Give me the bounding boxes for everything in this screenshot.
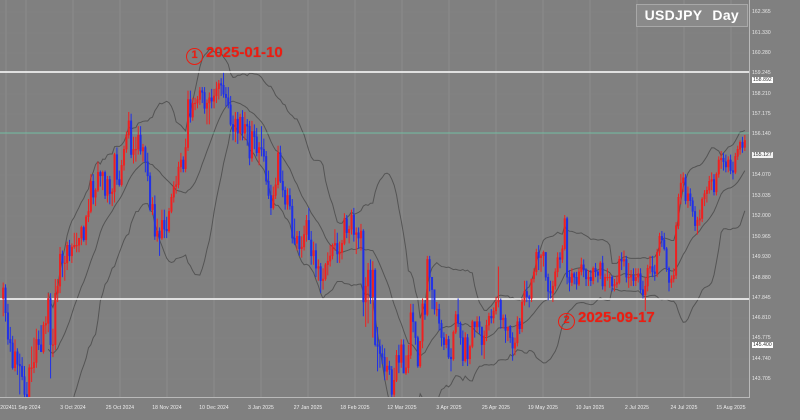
symbol-header: USDJPY Day	[635, 4, 748, 27]
annotation-2-label: 2025-09-17	[578, 309, 655, 326]
time-axis[interactable]: 2024 11 Sep 2024 3 Oct 2024 25 Oct 2024 18 N…	[0, 397, 750, 420]
price-tick: 149.930	[752, 254, 771, 260]
price-tick: 154.070	[752, 172, 771, 178]
candlestick-series	[2, 72, 746, 398]
time-tick: 10 Dec 2024	[199, 405, 229, 411]
time-tick: 10 Jun 2025	[575, 405, 605, 411]
price-tick: 159.245	[752, 70, 771, 76]
time-tick: 18 Feb 2025	[340, 405, 370, 411]
price-tick: 148.880	[752, 275, 771, 281]
time-tick: 25 Apr 2025	[481, 405, 511, 411]
time-tick: 25 Oct 2024	[105, 405, 135, 411]
time-tick: 15 Aug 2025	[716, 405, 746, 411]
timeframe-label: Day	[712, 7, 739, 23]
time-tick: 2024	[0, 405, 12, 411]
time-tick: 27 Jan 2025	[293, 405, 323, 411]
price-tick: 146.810	[752, 315, 771, 321]
time-tick: 3 Oct 2024	[60, 405, 86, 411]
price-tick: 158.892	[752, 77, 773, 83]
chart-plot-area[interactable]	[0, 0, 750, 398]
time-tick: 3 Jan 2025	[248, 405, 274, 411]
price-tick: 162.365	[752, 9, 771, 15]
annotation-2-marker: 2	[558, 313, 575, 330]
price-axis[interactable]: 162.365 161.330 160.280 159.245 158.892 158.2…	[749, 0, 800, 398]
time-tick: 2 Jul 2025	[624, 405, 650, 411]
price-tick: 160.280	[752, 50, 771, 56]
price-tick: 158.210	[752, 91, 771, 97]
chart-canvas	[0, 0, 750, 398]
annotation-1-marker: 1	[186, 48, 203, 65]
time-tick: 11 Sep 2024	[11, 405, 41, 411]
time-tick: 18 Nov 2024	[152, 405, 182, 411]
price-tick: 156.140	[752, 131, 771, 137]
price-tick: 152.000	[752, 213, 771, 219]
price-tick: 157.175	[752, 111, 771, 117]
price-tick: 155.127	[752, 152, 773, 158]
price-tick: 153.035	[752, 193, 771, 199]
price-tick: 144.740	[752, 356, 771, 362]
time-tick: 19 May 2025	[527, 405, 559, 411]
time-tick: 12 Mar 2025	[387, 405, 417, 411]
price-tick: 147.845	[752, 295, 771, 301]
price-tick: 161.330	[752, 30, 771, 36]
time-tick: 24 Jul 2025	[670, 405, 698, 411]
price-tick: 150.965	[752, 234, 771, 240]
annotation-2: 2 2025-09-17	[558, 309, 655, 330]
price-tick: 143.705	[752, 376, 771, 382]
time-tick: 3 Apr 2025	[436, 405, 462, 411]
symbol-label: USDJPY	[644, 7, 703, 23]
price-tick: 145.775	[752, 335, 771, 341]
grid-lines	[5, 0, 732, 398]
annotation-1-label: 2025-01-10	[206, 44, 283, 61]
annotation-1: 1 2025-01-10	[186, 44, 283, 65]
price-tick: 145.400	[752, 342, 773, 348]
